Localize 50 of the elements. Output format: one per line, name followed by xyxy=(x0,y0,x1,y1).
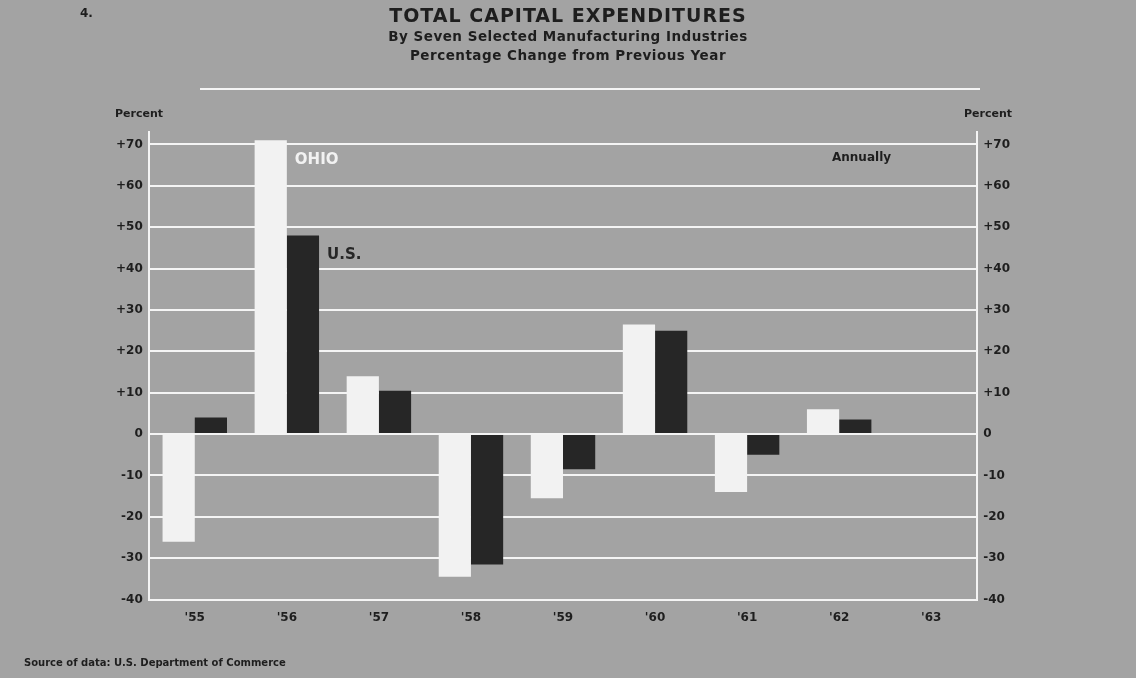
y-tick-label: -30 xyxy=(121,550,143,565)
y2-tick-label: +40 xyxy=(983,260,1011,275)
x-tick-label: '63 xyxy=(921,609,942,624)
y2-axis-title: Percent xyxy=(963,107,1012,121)
y-tick-label: -10 xyxy=(121,467,143,482)
y-tick-label: +20 xyxy=(115,343,143,358)
bar xyxy=(286,235,320,434)
text: 4. xyxy=(80,6,93,20)
x-tick-label: '62 xyxy=(828,609,850,624)
x-tick-label: '57 xyxy=(368,609,390,624)
y-tick-label: +30 xyxy=(115,302,143,317)
x-tick-label: '61 xyxy=(736,609,758,624)
bar xyxy=(563,435,596,470)
bar xyxy=(655,330,688,434)
x-tick-label: '58 xyxy=(460,609,482,624)
y2-tick-label: -20 xyxy=(983,508,1005,523)
y-tick-label: +70 xyxy=(115,136,143,151)
y2-tick-label: +10 xyxy=(983,384,1011,399)
y-tick-label: -40 xyxy=(121,591,143,606)
y2-tick-label: -30 xyxy=(983,550,1005,565)
bar xyxy=(839,419,872,434)
y2-tick-label: +20 xyxy=(983,343,1011,358)
y2-tick-label: -10 xyxy=(983,467,1005,482)
y-tick-label: +50 xyxy=(115,219,143,234)
y-tick-label: +40 xyxy=(115,260,143,275)
x-tick-label: '60 xyxy=(644,609,666,624)
y-tick-label: 0 xyxy=(134,426,143,441)
y-axis-title: Percent xyxy=(115,107,164,121)
series-label: U.S. xyxy=(327,245,362,264)
bar xyxy=(378,390,412,434)
x-tick-label: '59 xyxy=(552,609,574,624)
bar xyxy=(194,417,227,434)
chart-title: TOTAL CAPITAL EXPENDITURES xyxy=(389,4,747,26)
chart-subtitle: By Seven Selected Manufacturing Industries Percentage Change from Previous Year xyxy=(387,27,749,65)
source-note: Source of data: U.S. Department of Commerce xyxy=(24,657,286,668)
y2-tick-label: +50 xyxy=(983,219,1011,234)
bar xyxy=(747,435,780,455)
series-label: OHIO xyxy=(294,150,339,169)
annotation: Annually xyxy=(832,150,892,164)
bar xyxy=(470,435,504,565)
x-tick-label: '55 xyxy=(184,609,205,624)
y-tick-label: +10 xyxy=(115,384,143,399)
y2-tick-label: +30 xyxy=(983,302,1011,317)
y2-tick-label: +60 xyxy=(983,177,1011,192)
y2-tick-label: 0 xyxy=(983,426,992,441)
x-tick-label: '56 xyxy=(276,609,298,624)
y2-tick-label: +70 xyxy=(983,136,1011,151)
y2-tick-label: -40 xyxy=(983,591,1005,606)
y-tick-label: +60 xyxy=(115,177,143,192)
y-tick-label: -20 xyxy=(121,508,143,523)
